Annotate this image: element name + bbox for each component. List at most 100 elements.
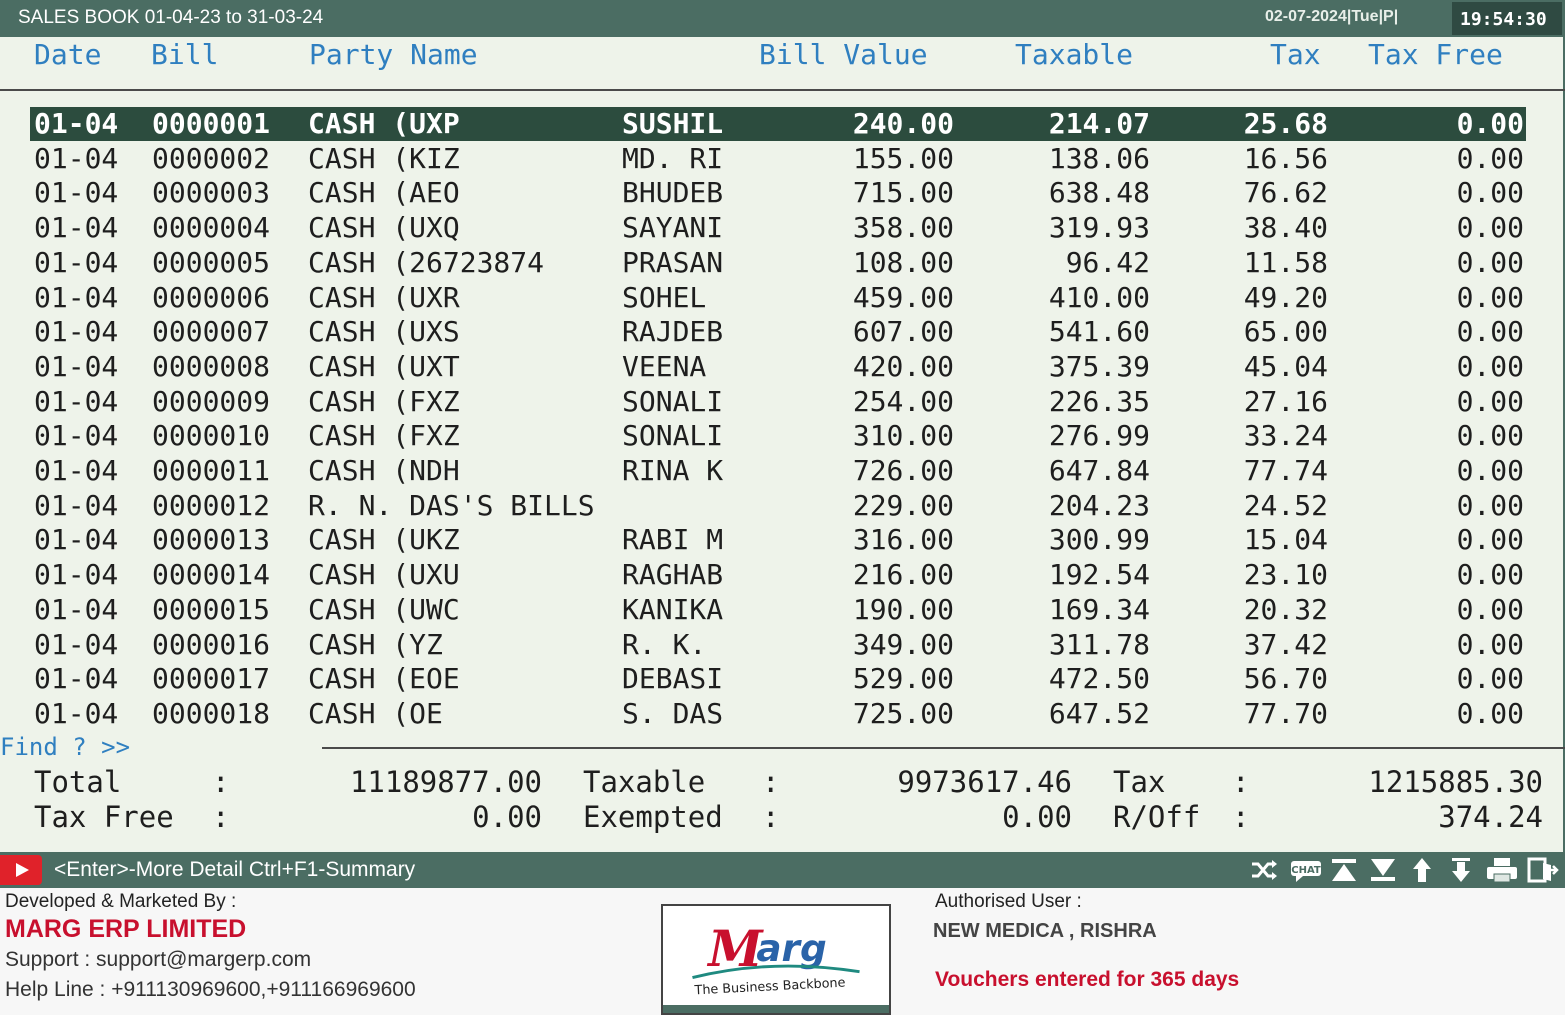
- table-row[interactable]: 01-04 0000008 CASH (UXT VEENA 420.00 375.39 45…: [30, 350, 1526, 384]
- cell-bill-value: 725.00: [852, 696, 954, 730]
- chat-icon[interactable]: CHAT: [1290, 857, 1322, 883]
- cell-party2: MD. RI: [622, 141, 724, 175]
- cell-bill-value: 459.00: [852, 280, 954, 314]
- cell-date: 01-04: [34, 384, 119, 418]
- last-record-icon[interactable]: [1369, 857, 1397, 883]
- cell-bill: 0000014: [152, 558, 271, 592]
- cell-party2: VEENA: [622, 349, 707, 383]
- cell-bill: 0000012: [152, 488, 271, 522]
- support-email: Support : support@margerp.com: [5, 948, 312, 971]
- cell-bill-value: 607.00: [852, 315, 954, 349]
- cell-taxable: 204.23: [1048, 488, 1150, 522]
- exit-icon[interactable]: [1527, 857, 1559, 883]
- tax-total-value: 1215885.30: [1368, 765, 1543, 799]
- cell-date: 01-04: [34, 488, 119, 522]
- table-row[interactable]: 01-04 0000013 CASH (UKZ RABI M 316.00 300.99 1…: [30, 523, 1526, 557]
- cell-taxable: 647.84: [1048, 454, 1150, 487]
- table-row[interactable]: 01-04 0000002 CASH (KIZ MD. RI 155.00 138.06 1…: [30, 142, 1526, 176]
- total-value: 11189877.00: [349, 765, 542, 799]
- cell-date: 01-04: [34, 280, 119, 314]
- cell-tax: 25.68: [1243, 107, 1328, 140]
- cell-bill: 0000009: [152, 384, 271, 418]
- first-record-icon[interactable]: [1330, 857, 1358, 883]
- cell-party: CASH (UXS: [308, 315, 460, 349]
- table-row[interactable]: 01-04 0000003 CASH (AEO BHUDEB 715.00 638.48 7…: [30, 176, 1526, 210]
- table-row[interactable]: 01-04 0000009 CASH (FXZ SONALI 254.00 226.35 2…: [30, 385, 1526, 419]
- cell-bill-value: 529.00: [852, 662, 954, 696]
- cell-tax-free: 0.00: [1456, 592, 1524, 626]
- cell-taxable: 311.78: [1048, 627, 1150, 661]
- cell-tax: 23.10: [1243, 558, 1328, 592]
- cell-party: CASH (OE: [308, 696, 443, 730]
- cell-tax-free: 0.00: [1456, 349, 1524, 383]
- cell-date: 01-04: [34, 245, 119, 279]
- cell-party2: KANIKA: [622, 592, 724, 626]
- cell-bill-value: 316.00: [852, 523, 954, 557]
- cell-bill: 0000001: [152, 107, 271, 140]
- previous-record-icon[interactable]: [1408, 857, 1436, 883]
- cell-tax-free: 0.00: [1456, 419, 1524, 453]
- cell-tax-free: 0.00: [1456, 558, 1524, 592]
- table-row[interactable]: 01-04 0000016 CASH (YZ R. K. 349.00 311.78 37.…: [30, 628, 1526, 662]
- marg-logo: M arg The Business Backbone: [661, 904, 891, 1015]
- table-row[interactable]: 01-04 0000015 CASH (UWC KANIKA 190.00 169.34 2…: [30, 593, 1526, 627]
- cell-party: CASH (AEO: [308, 176, 460, 210]
- cell-bill-value: 108.00: [852, 245, 954, 279]
- cell-date: 01-04: [34, 315, 119, 349]
- cell-bill: 0000016: [152, 627, 271, 661]
- sales-book-screen: Date Bill Party Name Bill Value Taxable …: [0, 37, 1565, 852]
- cell-taxable: 300.99: [1048, 523, 1150, 557]
- table-row[interactable]: 01-04 0000007 CASH (UXS RAJDEB 607.00 541.60 6…: [30, 315, 1526, 349]
- table-row[interactable]: 01-04 0000004 CASH (UXQ SAYANI 358.00 319.93 3…: [30, 211, 1526, 245]
- shuffle-icon[interactable]: [1250, 857, 1278, 883]
- authorised-user-name: NEW MEDICA , RISHRA: [933, 920, 1157, 942]
- table-row[interactable]: 01-04 0000001 CASH (UXP SUSHIL 240.00 214.07 2…: [30, 107, 1526, 141]
- cell-taxable: 138.06: [1048, 141, 1150, 175]
- table-row[interactable]: 01-04 0000010 CASH (FXZ SONALI 310.00 276.99 3…: [30, 419, 1526, 453]
- cell-party: CASH (UXR: [308, 280, 460, 314]
- print-icon[interactable]: [1486, 857, 1518, 883]
- cell-party: CASH (UWC: [308, 592, 460, 626]
- cell-taxable: 169.34: [1048, 592, 1150, 626]
- table-row[interactable]: 01-04 0000005 CASH (26723874 PRASAN 108.00 96…: [30, 246, 1526, 280]
- tax-total-label: Tax: [1113, 765, 1166, 799]
- play-icon[interactable]: [0, 855, 42, 885]
- status-bar: <Enter>-More Detail Ctrl+F1-Summary CHAT: [0, 852, 1565, 888]
- cell-bill-value: 726.00: [852, 454, 954, 487]
- cell-tax-free: 0.00: [1456, 523, 1524, 557]
- cell-date: 01-04: [34, 454, 119, 487]
- find-divider: [322, 747, 1565, 749]
- table-row[interactable]: 01-04 0000018 CASH (OE S. DAS 725.00 647.52 77…: [30, 697, 1526, 731]
- cell-bill-value: 229.00: [852, 488, 954, 522]
- cell-taxable: 96.42: [1065, 245, 1150, 279]
- logo-strip: [663, 1005, 889, 1013]
- exempted-total-label: Exempted: [583, 800, 723, 834]
- cell-tax: 76.62: [1243, 176, 1328, 210]
- cell-bill: 0000011: [152, 454, 271, 487]
- round-off-label: R/Off: [1113, 800, 1201, 834]
- cell-bill: 0000015: [152, 592, 271, 626]
- cell-taxable: 276.99: [1048, 419, 1150, 453]
- find-prompt[interactable]: Find ? >>: [0, 733, 131, 761]
- table-row[interactable]: 01-04 0000014 CASH (UXU RAGHAB 216.00 192.54 2…: [30, 558, 1526, 592]
- column-header-party-name: Party Name: [309, 38, 478, 71]
- next-record-icon[interactable]: [1447, 857, 1475, 883]
- cell-bill-value: 349.00: [852, 627, 954, 661]
- cell-tax: 15.04: [1243, 523, 1328, 557]
- table-row[interactable]: 01-04 0000006 CASH (UXR SOHEL 459.00 410.00 49…: [30, 281, 1526, 315]
- cell-tax: 77.74: [1243, 454, 1328, 487]
- cell-party2: RAGHAB: [622, 558, 724, 592]
- tax-free-total-value: 0.00: [472, 800, 542, 834]
- cell-taxable: 410.00: [1048, 280, 1150, 314]
- table-row[interactable]: 01-04 0000012 R. N. DAS'S BILLS 229.00 204.2…: [30, 489, 1526, 523]
- cell-bill: 0000006: [152, 280, 271, 314]
- table-row[interactable]: 01-04 0000011 CASH (NDH RINA K 726.00 647.84 7…: [30, 454, 1526, 488]
- logo-wordmark-arg: arg: [756, 926, 826, 970]
- column-header-bill: Bill: [151, 38, 219, 71]
- cell-party2: SUSHIL: [622, 107, 724, 140]
- cell-tax-free: 0.00: [1456, 488, 1524, 522]
- taxable-total-colon: :: [762, 765, 780, 799]
- table-row[interactable]: 01-04 0000017 CASH (EOE DEBASI 529.00 472.50 5…: [30, 662, 1526, 696]
- cell-taxable: 541.60: [1048, 315, 1150, 349]
- cell-party2: SOHEL: [622, 280, 707, 314]
